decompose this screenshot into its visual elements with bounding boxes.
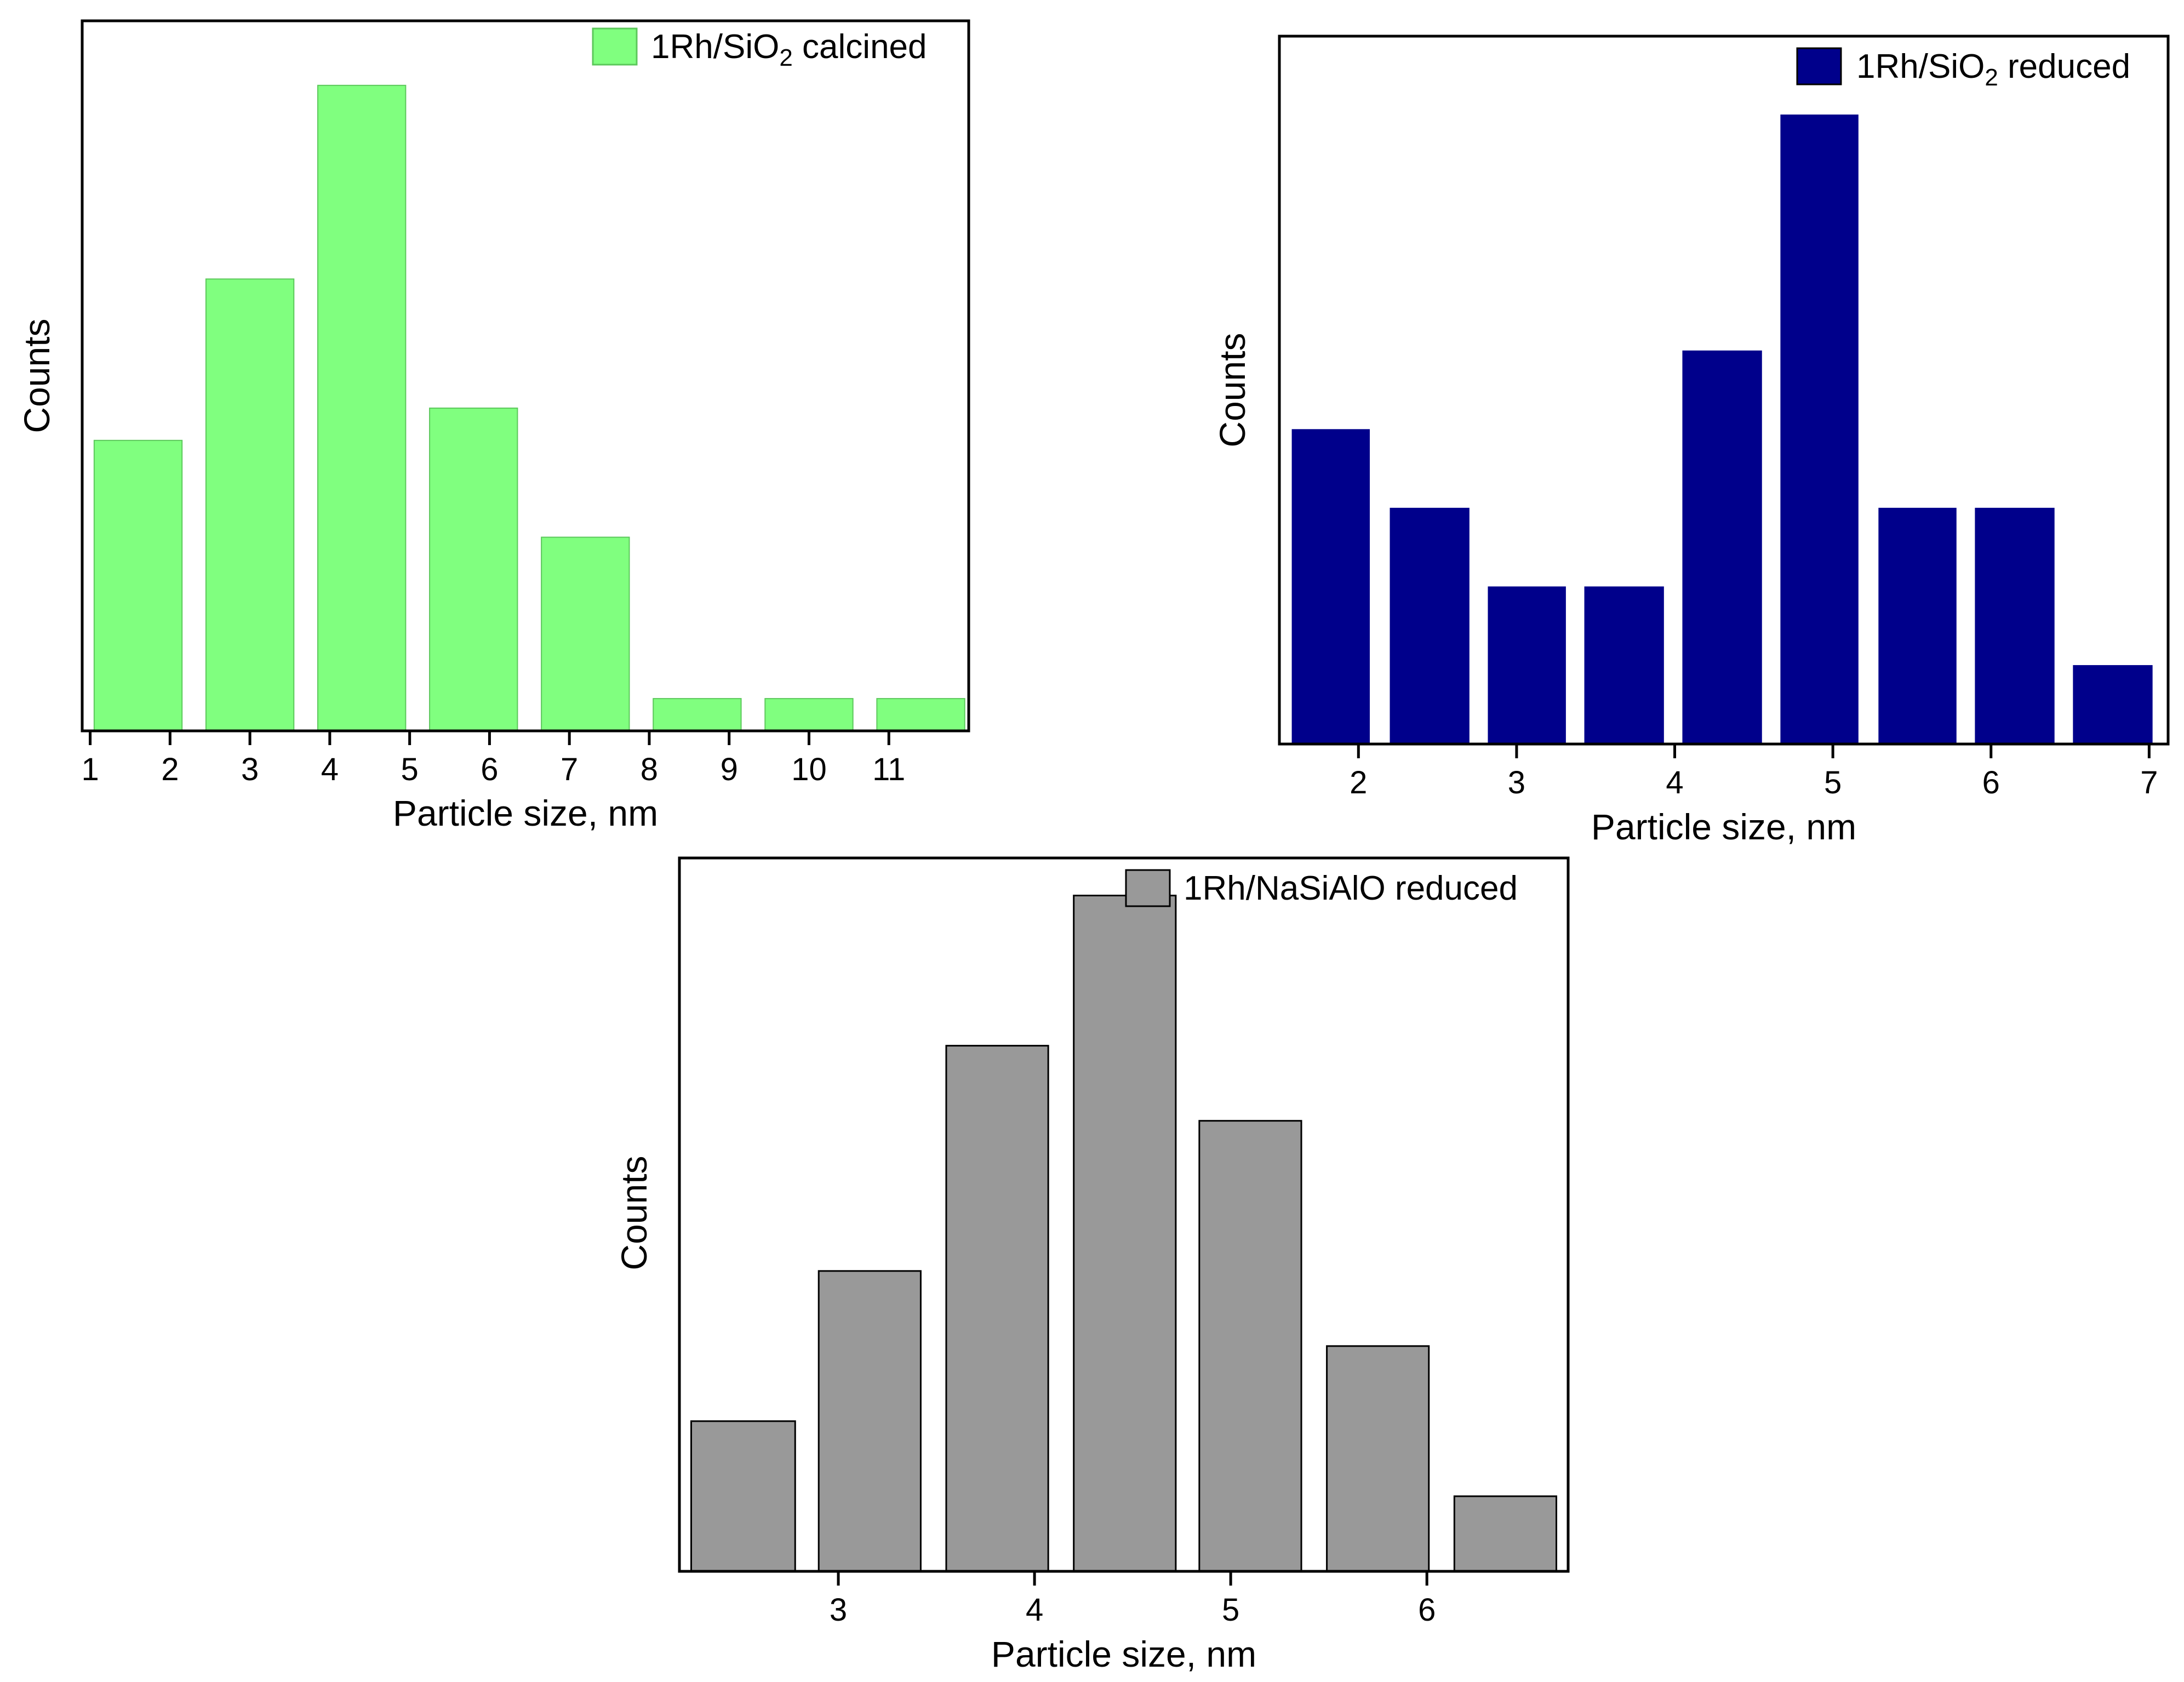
x-tick-label: 3 (830, 1592, 847, 1628)
y-axis-title-calcined: Counts (16, 318, 57, 433)
legend-swatch-reduced-nasialo (1125, 869, 1171, 907)
legend-swatch-reduced-sio2 (1796, 47, 1842, 85)
bar (1073, 895, 1177, 1572)
bar (764, 698, 854, 732)
bar (1780, 115, 1859, 745)
plot-frame-calcined (81, 19, 970, 733)
plot-frame-reduced-nasialo (678, 856, 1570, 1573)
panel-reduced-sio2: 2 3 4 5 6 7 Particle size, nm Counts 1Rh/SiO2… (1212, 35, 2170, 847)
x-axis-title-calcined: Particle size, nm (393, 793, 658, 833)
x-tick-label: 8 (641, 752, 658, 787)
bars-reduced-nasialo (690, 895, 1558, 1572)
bar (1198, 1120, 1302, 1572)
bar (1326, 1345, 1430, 1572)
x-tick-label: 7 (2140, 765, 2158, 800)
bar (1878, 507, 1957, 745)
x-tick-label: 9 (721, 752, 738, 787)
y-axis-title-reduced-sio2: Counts (1212, 333, 1253, 447)
bar (2073, 665, 2153, 745)
legend-label-reduced-sio2: 1Rh/SiO2 reduced (1856, 48, 2130, 91)
x-tick-label: 4 (1026, 1592, 1043, 1628)
x-tick-label: 5 (1222, 1592, 1239, 1628)
bar (817, 1270, 922, 1572)
x-ticks-reduced-sio2: 2 3 4 5 6 7 (1350, 744, 2158, 800)
bar (690, 1420, 796, 1572)
legend-reduced-nasialo: 1Rh/NaSiAlO reduced (1125, 869, 1518, 907)
x-tick-label: 2 (1350, 765, 1367, 800)
legend-label-calcined: 1Rh/SiO2 calcined (651, 28, 927, 71)
x-tick-label: 1 (81, 752, 99, 787)
bar (429, 407, 518, 731)
bar (1488, 586, 1566, 745)
bar (1584, 586, 1664, 745)
bar (876, 698, 965, 732)
bar (317, 84, 407, 731)
bar (945, 1045, 1049, 1572)
bar (541, 536, 630, 732)
x-ticks-reduced-nasialo: 3 4 5 6 (830, 1571, 1436, 1628)
bar (93, 439, 183, 731)
bars-calcined (93, 84, 965, 732)
x-tick-label: 5 (401, 752, 419, 787)
x-tick-label: 3 (1508, 765, 1525, 800)
panel-calcined: 1 2 3 4 5 6 7 8 9 10 11 Particle size, nm Counts 1… (16, 19, 970, 833)
x-tick-label: 4 (321, 752, 339, 787)
panel-reduced-nasialo: 3 4 5 6 Particle size, nm Counts 1Rh/NaSiAl… (614, 856, 1570, 1674)
bars-reduced-sio2 (1291, 115, 2153, 745)
x-tick-label: 5 (1824, 765, 1842, 800)
x-tick-label: 11 (872, 752, 905, 787)
x-tick-label: 7 (561, 752, 578, 787)
bar (1390, 507, 1470, 745)
legend-swatch-calcined (592, 27, 638, 66)
x-tick-label: 6 (1982, 765, 2000, 800)
x-ticks-calcined: 1 2 3 4 5 6 7 8 9 10 11 (81, 731, 905, 787)
x-tick-label: 4 (1666, 765, 1683, 800)
legend-calcined: 1Rh/SiO2 calcined (592, 27, 927, 71)
x-axis-title-reduced-nasialo: Particle size, nm (991, 1634, 1256, 1674)
legend-label-reduced-nasialo: 1Rh/NaSiAlO reduced (1184, 869, 1518, 907)
bar (1682, 350, 1762, 745)
plot-frame-reduced-sio2 (1278, 35, 2170, 746)
x-tick-label: 2 (161, 752, 179, 787)
legend-reduced-sio2: 1Rh/SiO2 reduced (1796, 47, 2130, 91)
x-axis-title-reduced-sio2: Particle size, nm (1591, 806, 1856, 847)
x-tick-label: 3 (241, 752, 259, 787)
bar (205, 278, 295, 732)
x-tick-label: 6 (481, 752, 498, 787)
bar (1975, 507, 2055, 745)
x-tick-label: 10 (791, 752, 827, 787)
bar (1291, 429, 1370, 745)
y-axis-title-reduced-nasialo: Counts (614, 1155, 654, 1270)
bar (653, 698, 742, 732)
bar (1453, 1495, 1558, 1572)
x-tick-label: 6 (1418, 1592, 1436, 1628)
